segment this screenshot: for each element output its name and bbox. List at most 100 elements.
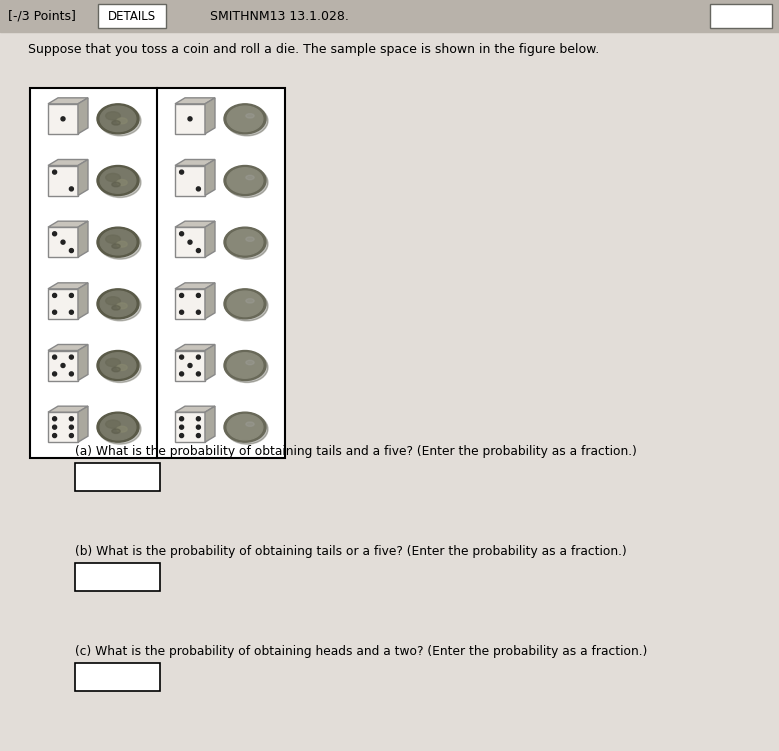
Ellipse shape	[112, 182, 120, 187]
Circle shape	[69, 372, 73, 376]
Ellipse shape	[100, 291, 136, 317]
Ellipse shape	[226, 414, 268, 444]
Bar	[175, 165, 205, 195]
Ellipse shape	[117, 364, 127, 370]
Circle shape	[53, 372, 57, 376]
Circle shape	[196, 372, 200, 376]
Ellipse shape	[117, 118, 127, 124]
Ellipse shape	[106, 235, 120, 243]
Text: [-/3 Points]: [-/3 Points]	[8, 10, 76, 23]
Circle shape	[53, 310, 57, 314]
Bar	[48, 412, 78, 442]
Bar	[48, 289, 78, 319]
Bar	[75, 463, 160, 491]
Polygon shape	[48, 98, 88, 104]
Polygon shape	[205, 345, 215, 381]
Circle shape	[69, 425, 73, 429]
Text: SMITHNM13 13.1.028.: SMITHNM13 13.1.028.	[210, 10, 349, 23]
Polygon shape	[48, 159, 88, 165]
Ellipse shape	[246, 237, 254, 241]
Polygon shape	[78, 283, 88, 319]
Ellipse shape	[112, 121, 120, 125]
Ellipse shape	[99, 352, 141, 382]
Polygon shape	[78, 221, 88, 257]
Ellipse shape	[224, 104, 266, 134]
Ellipse shape	[100, 353, 136, 379]
Circle shape	[69, 187, 73, 191]
Ellipse shape	[97, 412, 139, 442]
Bar	[48, 227, 78, 257]
Bar	[175, 227, 205, 257]
Ellipse shape	[226, 167, 268, 198]
Ellipse shape	[246, 360, 254, 365]
Circle shape	[180, 372, 184, 376]
Ellipse shape	[97, 351, 139, 381]
Bar	[75, 563, 160, 591]
Circle shape	[188, 363, 192, 367]
Ellipse shape	[246, 175, 254, 179]
Circle shape	[69, 355, 73, 359]
Bar	[48, 165, 78, 195]
Ellipse shape	[106, 358, 120, 366]
Ellipse shape	[97, 104, 139, 134]
Circle shape	[180, 170, 184, 174]
Bar	[0, 0, 779, 32]
Polygon shape	[78, 345, 88, 381]
Circle shape	[196, 425, 200, 429]
Bar	[30, 88, 285, 458]
Circle shape	[69, 433, 73, 438]
Ellipse shape	[227, 415, 263, 440]
Ellipse shape	[227, 229, 263, 255]
Circle shape	[61, 117, 65, 121]
Polygon shape	[175, 345, 215, 351]
Ellipse shape	[112, 244, 120, 249]
Ellipse shape	[97, 227, 139, 257]
Polygon shape	[205, 98, 215, 134]
Circle shape	[53, 294, 57, 297]
Ellipse shape	[246, 422, 254, 427]
Ellipse shape	[226, 106, 268, 136]
Bar	[175, 289, 205, 319]
Circle shape	[180, 425, 184, 429]
Polygon shape	[48, 283, 88, 289]
Circle shape	[188, 240, 192, 244]
Ellipse shape	[97, 165, 139, 195]
Text: DETAILS: DETAILS	[108, 10, 156, 23]
Ellipse shape	[246, 299, 254, 303]
Bar	[75, 663, 160, 691]
Circle shape	[180, 232, 184, 236]
Ellipse shape	[117, 179, 127, 185]
Circle shape	[69, 310, 73, 314]
Ellipse shape	[100, 167, 136, 193]
Ellipse shape	[100, 229, 136, 255]
Ellipse shape	[106, 297, 120, 305]
Bar	[48, 104, 78, 134]
Ellipse shape	[99, 229, 141, 259]
Ellipse shape	[224, 165, 266, 195]
Ellipse shape	[99, 167, 141, 198]
Circle shape	[196, 249, 200, 252]
Bar	[175, 351, 205, 381]
Polygon shape	[78, 159, 88, 195]
Polygon shape	[175, 221, 215, 227]
Ellipse shape	[100, 415, 136, 440]
Ellipse shape	[224, 412, 266, 442]
Circle shape	[69, 249, 73, 252]
Polygon shape	[48, 221, 88, 227]
Ellipse shape	[106, 112, 120, 120]
Circle shape	[53, 355, 57, 359]
Ellipse shape	[99, 291, 141, 321]
Circle shape	[180, 310, 184, 314]
Ellipse shape	[226, 229, 268, 259]
Circle shape	[196, 417, 200, 421]
Circle shape	[180, 417, 184, 421]
Circle shape	[53, 232, 57, 236]
Ellipse shape	[117, 303, 127, 309]
Polygon shape	[205, 283, 215, 319]
Ellipse shape	[224, 351, 266, 381]
Circle shape	[69, 417, 73, 421]
Circle shape	[53, 417, 57, 421]
Polygon shape	[205, 221, 215, 257]
Ellipse shape	[224, 227, 266, 257]
Text: (b) What is the probability of obtaining tails or a five? (Enter the probability: (b) What is the probability of obtaining…	[75, 545, 627, 558]
